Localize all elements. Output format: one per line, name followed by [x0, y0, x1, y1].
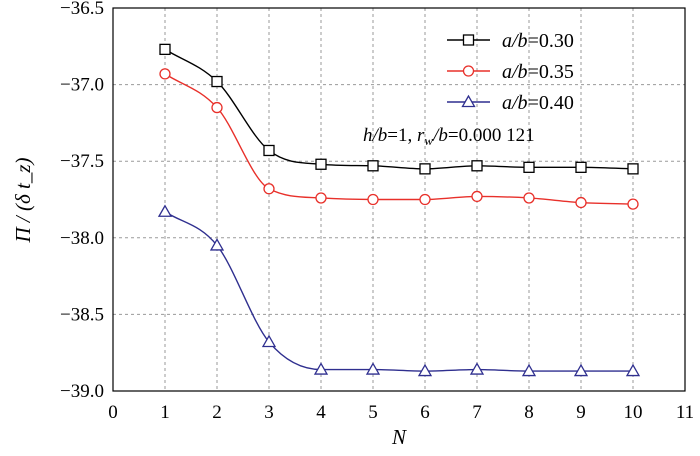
- x-tick-label: 7: [472, 402, 482, 423]
- series-line-1: [164, 48, 634, 170]
- legend-marker-circle: [462, 65, 475, 77]
- anno-rest-2: /b: [432, 125, 448, 146]
- data-point-triangle: [209, 238, 225, 251]
- x-tick-label: 1: [160, 402, 170, 423]
- legend-marker-square: [462, 34, 475, 46]
- data-point-circle: [627, 198, 639, 210]
- data-point-circle: [523, 192, 535, 204]
- x-tick-label: 10: [624, 402, 643, 423]
- x-tick-labels: 0 1 2 3 4 5 6 7 8 9 10 11: [108, 402, 694, 423]
- series-curves: [164, 48, 634, 372]
- anno-eq-2: =0.000 121: [448, 125, 535, 146]
- series-markers: [157, 43, 641, 377]
- parameter-annotation: h/b=1, rw/b=0.000 121: [363, 125, 535, 148]
- data-point-circle: [419, 193, 431, 206]
- data-point-circle: [211, 101, 223, 114]
- x-tick-label: 0: [108, 402, 118, 423]
- data-point-triangle: [313, 362, 329, 375]
- y-tick-label: −36.5: [60, 0, 104, 19]
- data-point-triangle: [573, 363, 589, 377]
- x-tick-label: 8: [524, 402, 534, 423]
- data-point-square: [367, 160, 379, 172]
- data-point-circle: [471, 190, 483, 203]
- legend-label-2: a/b=0.35: [502, 61, 574, 83]
- x-tick-label: 6: [420, 402, 430, 423]
- x-tick-label: 3: [264, 402, 274, 423]
- data-point-triangle: [417, 363, 433, 377]
- data-point-circle: [159, 68, 171, 80]
- x-axis-label: N: [391, 425, 407, 449]
- data-point-circle: [367, 193, 379, 206]
- data-point-circle: [575, 196, 587, 209]
- legend-marker-triangle: [461, 94, 476, 108]
- y-tick-label: −37.5: [60, 151, 104, 172]
- data-point-triangle: [469, 362, 485, 375]
- anno-eq-1: =1,: [387, 125, 417, 146]
- legend-label-1: a/b=0.30: [502, 30, 574, 52]
- plot-frame: [112, 7, 686, 392]
- x-tick-label: 4: [316, 402, 326, 423]
- data-point-square: [419, 163, 431, 175]
- data-point-triangle: [365, 362, 381, 375]
- y-tick-label: −38.5: [60, 304, 104, 325]
- data-point-triangle: [521, 363, 537, 377]
- data-point-square: [575, 161, 587, 173]
- data-point-circle: [263, 183, 275, 195]
- data-point-square: [159, 43, 171, 56]
- data-point-triangle: [261, 334, 277, 348]
- anno-var-2: r: [417, 125, 425, 146]
- y-tick-label: −38.0: [60, 228, 104, 249]
- grid-lines: [113, 8, 685, 391]
- x-tick-label: 2: [212, 402, 222, 423]
- y-axis-label: Π / (δ t_z): [11, 157, 35, 243]
- legend-label-3: a/b=0.40: [502, 92, 574, 114]
- y-tick-label: −37.0: [60, 75, 104, 96]
- data-point-square: [263, 144, 275, 157]
- data-point-square: [471, 160, 483, 172]
- data-point-triangle: [157, 204, 173, 217]
- x-tick-label: 11: [676, 402, 694, 423]
- y-tick-label: −39.0: [60, 381, 104, 402]
- data-point-square: [315, 158, 327, 170]
- data-point-triangle: [625, 363, 641, 377]
- anno-var-1: h/b: [363, 125, 387, 146]
- y-tick-labels: −36.5 −37.0 −37.5 −38.0 −38.5 −39.0: [60, 0, 104, 402]
- data-point-square: [523, 161, 535, 173]
- series-line-3: [164, 211, 633, 372]
- x-tick-label: 5: [368, 402, 378, 423]
- data-point-square: [627, 163, 639, 175]
- legend: a/b=0.30 a/b=0.35 a/b=0.40: [447, 30, 574, 114]
- data-point-circle: [315, 192, 327, 204]
- x-tick-label: 9: [576, 402, 586, 423]
- data-point-square: [211, 75, 223, 88]
- anno-sub-2: w: [424, 133, 433, 148]
- series-line-2: [164, 73, 634, 205]
- y-axis-label-text: Π / (δ t_z): [11, 157, 35, 243]
